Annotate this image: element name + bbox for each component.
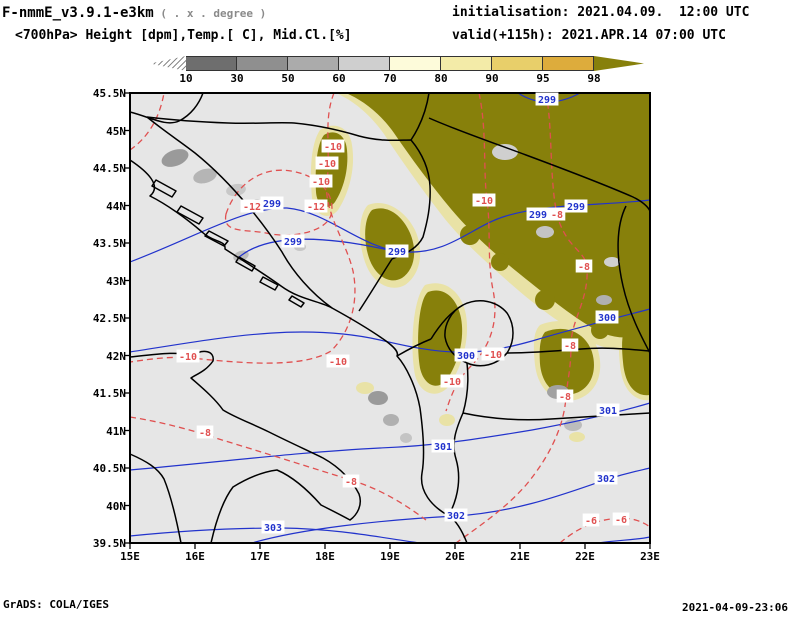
- contour-label: -8: [551, 210, 563, 221]
- contour-label: 299: [538, 95, 556, 106]
- model-title-text: F-nmmE_v3.9.1-e3km: [2, 5, 154, 21]
- y-axis-label: 44.5N: [92, 162, 126, 175]
- colorbar-segment: [186, 56, 237, 71]
- model-title: F-nmmE_v3.9.1-e3km ( . x . degree ): [2, 5, 266, 21]
- model-title-note: ( . x . degree ): [153, 7, 267, 20]
- cloud-cover-high-fill: [315, 93, 650, 396]
- contour-label: -10: [318, 159, 336, 170]
- field-title: <700hPa> Height [dpm],Temp.[ C], Mid.Cl.…: [15, 28, 352, 43]
- y-axis-label: 45.5N: [92, 87, 126, 100]
- contour-label: 299: [388, 247, 406, 258]
- colorbar-segments: [150, 56, 650, 71]
- y-axis-label: 40N: [106, 499, 126, 513]
- adriatic-east-coastline: [129, 159, 468, 544]
- contour-label: -8: [345, 477, 357, 488]
- colorbar-tick-label: 50: [281, 72, 295, 85]
- italy-west-coastline: [129, 453, 182, 544]
- colorbar-tick-label: 30: [230, 72, 244, 85]
- contour-label: -10: [312, 177, 330, 188]
- colorbar-tick-label: 70: [383, 72, 397, 85]
- contour-label: -6: [585, 516, 597, 527]
- colorbar-segment: [441, 56, 492, 71]
- colorbar-segment: [543, 56, 594, 71]
- colorbar-segment: [237, 56, 288, 71]
- contour-label: 299: [284, 237, 302, 248]
- colorbar-tick-label: 98: [587, 72, 601, 85]
- x-axis-label: 21E: [510, 550, 530, 563]
- x-axis-label: 18E: [315, 550, 335, 563]
- x-axis-label: 16E: [185, 550, 205, 563]
- contour-label: 299: [263, 199, 281, 210]
- contour-label: 303: [264, 523, 282, 534]
- contour-label: 301: [434, 442, 452, 453]
- border-east: [617, 205, 651, 354]
- colorbar-tick-label: 90: [485, 72, 499, 85]
- creation-timestamp: 2021-04-09-23:06: [682, 601, 788, 614]
- contour-label: -8: [564, 341, 576, 352]
- y-axis-label: 41.5N: [92, 387, 126, 400]
- y-axis-label: 42N: [106, 349, 126, 363]
- contour-labels: 299 299 299 299 299 299 300 300 301 301 302 302 303 -…: [176, 92, 630, 534]
- contour-label: 299: [567, 202, 585, 213]
- valid-time: valid(+115h): 2021.APR.14 07:00 UTC: [452, 28, 726, 43]
- colorbar-tick-label: 95: [536, 72, 550, 85]
- contour-label: 302: [597, 474, 615, 485]
- y-axis-label: 44N: [106, 199, 126, 213]
- y-axis-label: 43N: [106, 274, 126, 288]
- y-axis-label: 45N: [106, 124, 126, 138]
- border-kosovo: [444, 300, 514, 367]
- colorbar-segment: [390, 56, 441, 71]
- y-axis-label: 40.5N: [92, 462, 126, 475]
- contour-label: -10: [475, 196, 493, 207]
- contour-label: -12: [307, 202, 325, 213]
- colorbar-segment: [339, 56, 390, 71]
- colorbar-tick-label: 80: [434, 72, 448, 85]
- y-axis-label: 39.5N: [92, 537, 126, 550]
- cloud-cover-gray-patches: [161, 149, 612, 443]
- border-albania-greece: [448, 412, 464, 516]
- colorbar-tick-label: 10: [179, 72, 193, 85]
- border-albania-macedonia: [462, 362, 469, 414]
- axis-ticks: [124, 92, 651, 549]
- contour-label: 301: [599, 406, 617, 417]
- contour-label: -8: [199, 428, 211, 439]
- x-axis-label: 22E: [575, 550, 595, 563]
- contour-label: -10: [329, 357, 347, 368]
- contour-label: -10: [443, 377, 461, 388]
- contour-label: 300: [457, 351, 475, 362]
- contour-label: -10: [484, 350, 502, 361]
- initialisation-time: initialisation: 2021.04.09. 12:00 UTC: [452, 5, 750, 20]
- contour-label: -12: [243, 202, 261, 213]
- border-north: [410, 92, 430, 141]
- contour-label: -8: [578, 262, 590, 273]
- contour-label: -6: [615, 515, 627, 526]
- croatian-islands: [151, 179, 305, 308]
- colorbar-segment: [492, 56, 543, 71]
- colorbar-segment: [288, 56, 339, 71]
- colorbar: 10 30 50 60 70 80 90 95 98: [150, 56, 650, 88]
- contour-label: -10: [179, 352, 197, 363]
- y-axis-label: 42.5N: [92, 312, 126, 325]
- cloud-cover-holes: [492, 144, 620, 267]
- grads-credit: GrADS: COLA/IGES: [3, 598, 109, 611]
- x-axis-label: 17E: [250, 550, 270, 563]
- x-axis-label: 19E: [380, 550, 400, 563]
- contour-label: -10: [324, 142, 342, 153]
- colorbar-tick-label: 60: [332, 72, 346, 85]
- contour-label: 302: [447, 511, 465, 522]
- italy-adriatic-coastline: [129, 350, 362, 544]
- contour-label: 300: [598, 313, 616, 324]
- y-axis-label: 43.5N: [92, 237, 126, 250]
- x-axis-label: 15E: [120, 550, 140, 563]
- x-axis-label: 20E: [445, 550, 465, 563]
- border-northwest: [129, 92, 204, 124]
- y-axis-label: 41N: [106, 424, 126, 438]
- x-axis-label: 23E: [640, 550, 660, 563]
- contour-label: -8: [559, 392, 571, 403]
- border-serbia-macedonia: [506, 347, 651, 354]
- contour-label: 299: [529, 210, 547, 221]
- border-danube: [428, 117, 651, 212]
